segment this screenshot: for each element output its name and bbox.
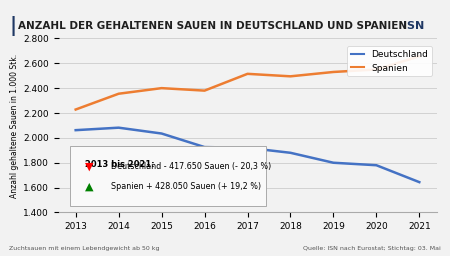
Text: ANZAHL DER GEHALTENEN SAUEN IN DEUTSCHLAND UND SPANIEN: ANZAHL DER GEHALTENEN SAUEN IN DEUTSCHLA… <box>18 20 407 31</box>
Spanien <box>73 108 78 111</box>
FancyBboxPatch shape <box>70 146 266 206</box>
Line: Spanien: Spanien <box>76 56 419 110</box>
Deutschland <box>73 129 78 132</box>
Y-axis label: Anzahl gehaltene Sauen in 1.000 Stk.: Anzahl gehaltene Sauen in 1.000 Stk. <box>10 54 19 197</box>
Deutschland <box>159 132 164 135</box>
Text: ▲: ▲ <box>85 181 94 191</box>
Deutschland <box>374 164 379 167</box>
Text: Quelle: ISN nach Eurostat; Stichtag: 03. Mai: Quelle: ISN nach Eurostat; Stichtag: 03.… <box>303 246 441 251</box>
Deutschland <box>245 146 250 149</box>
Spanien <box>116 92 122 95</box>
Spanien <box>245 72 250 75</box>
Spanien <box>288 75 293 78</box>
Text: Zuchtsauen mit einem Lebendgewicht ab 50 kg: Zuchtsauen mit einem Lebendgewicht ab 50… <box>9 246 159 251</box>
Spanien <box>374 68 379 71</box>
Line: Deutschland: Deutschland <box>76 128 419 182</box>
Text: Spanien + 428.050 Sauen (+ 19,2 %): Spanien + 428.050 Sauen (+ 19,2 %) <box>112 182 261 191</box>
Spanien <box>202 89 207 92</box>
Text: |: | <box>9 16 16 36</box>
Text: ▼: ▼ <box>85 161 94 171</box>
Spanien <box>159 87 164 90</box>
Deutschland <box>202 146 207 149</box>
Text: 2013 bis 2021:: 2013 bis 2021: <box>85 160 155 169</box>
Deutschland <box>288 151 293 154</box>
Text: ISN: ISN <box>403 20 425 31</box>
Deutschland <box>116 126 122 129</box>
Legend: Deutschland, Spanien: Deutschland, Spanien <box>347 46 432 76</box>
Text: Deutschland - 417.650 Sauen (- 20,3 %): Deutschland - 417.650 Sauen (- 20,3 %) <box>112 162 272 171</box>
Spanien <box>417 55 422 58</box>
Deutschland <box>331 161 336 164</box>
Spanien <box>331 70 336 73</box>
Deutschland <box>417 180 422 184</box>
